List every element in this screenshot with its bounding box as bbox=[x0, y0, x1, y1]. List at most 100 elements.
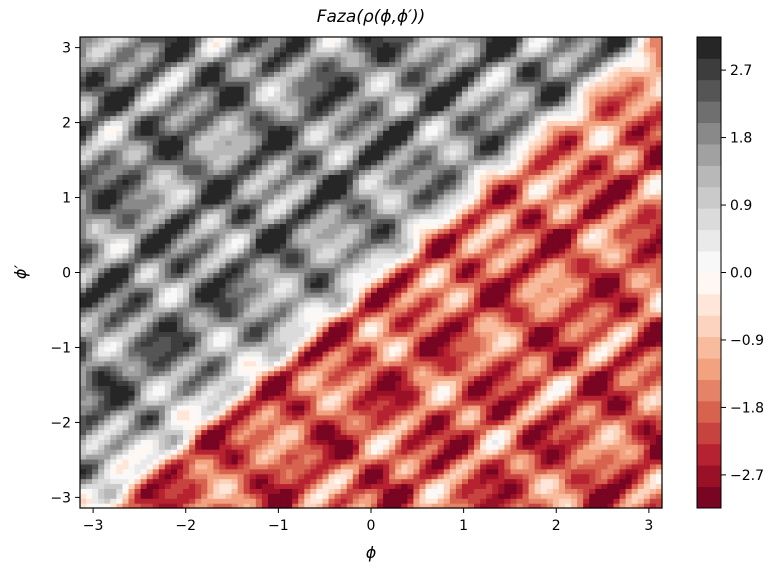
heatmap-cell bbox=[322, 169, 330, 175]
heatmap-cell bbox=[292, 41, 299, 48]
heatmap-cell bbox=[146, 424, 154, 431]
heatmap-cell bbox=[364, 346, 372, 352]
heatmap-cell bbox=[207, 144, 214, 151]
heatmap-cell bbox=[267, 385, 275, 391]
heatmap-cell bbox=[304, 110, 311, 117]
heatmap-cell bbox=[158, 56, 166, 63]
heatmap-cell bbox=[98, 37, 105, 43]
heatmap-cell bbox=[195, 311, 202, 318]
heatmap-cell bbox=[237, 144, 245, 151]
heatmap-cell bbox=[364, 409, 372, 416]
heatmap-cell bbox=[340, 41, 348, 48]
heatmap-cell bbox=[383, 46, 390, 53]
heatmap-cell bbox=[116, 360, 124, 367]
heatmap-cell bbox=[92, 493, 99, 499]
heatmap-cell bbox=[98, 218, 105, 225]
heatmap-cell bbox=[183, 375, 190, 382]
heatmap-cell bbox=[383, 159, 390, 166]
heatmap-cell bbox=[249, 159, 257, 166]
heatmap-cell bbox=[346, 243, 354, 249]
heatmap-cell bbox=[377, 360, 384, 367]
heatmap-cell bbox=[225, 76, 233, 82]
heatmap-cell bbox=[304, 390, 311, 396]
heatmap-cell bbox=[377, 380, 384, 386]
heatmap-cell bbox=[316, 61, 324, 68]
heatmap-cell bbox=[219, 458, 227, 465]
heatmap-cell bbox=[140, 66, 148, 72]
heatmap-cell bbox=[92, 444, 99, 450]
heatmap-cell bbox=[116, 179, 124, 185]
heatmap-cell bbox=[358, 198, 366, 205]
heatmap-cell bbox=[267, 277, 275, 283]
heatmap-cell bbox=[158, 351, 166, 357]
heatmap-cell bbox=[316, 424, 324, 431]
heatmap-cell bbox=[98, 86, 105, 92]
heatmap-cell bbox=[189, 238, 196, 244]
heatmap-cell bbox=[340, 292, 348, 298]
heatmap-cell bbox=[86, 233, 93, 239]
heatmap-cell bbox=[286, 297, 293, 303]
heatmap-cell bbox=[231, 449, 239, 455]
heatmap-cell bbox=[389, 135, 396, 141]
heatmap-cell bbox=[346, 46, 354, 53]
heatmap-cell bbox=[328, 478, 336, 485]
heatmap-cell bbox=[170, 272, 178, 279]
heatmap-cell bbox=[201, 86, 208, 92]
heatmap-cell bbox=[116, 390, 124, 396]
heatmap-cell bbox=[189, 198, 196, 205]
heatmap-cell bbox=[310, 189, 318, 195]
heatmap-cell bbox=[352, 174, 360, 180]
heatmap-cell bbox=[280, 503, 287, 509]
heatmap-cell bbox=[207, 478, 214, 485]
heatmap-cell bbox=[189, 144, 196, 151]
heatmap-cell bbox=[364, 86, 372, 92]
heatmap-cell bbox=[298, 503, 305, 509]
heatmap-cell bbox=[225, 125, 233, 131]
heatmap-cell bbox=[110, 203, 117, 210]
heatmap-cell bbox=[122, 331, 130, 337]
heatmap-cell bbox=[267, 424, 275, 431]
heatmap-cell bbox=[328, 390, 336, 396]
heatmap-cell bbox=[322, 488, 330, 494]
heatmap-cell bbox=[146, 144, 154, 151]
heatmap-cell bbox=[237, 61, 245, 68]
heatmap-cell bbox=[140, 297, 148, 303]
heatmap-cell bbox=[225, 360, 233, 367]
heatmap-cell bbox=[177, 414, 184, 421]
heatmap-cell bbox=[207, 169, 214, 175]
heatmap-cell bbox=[158, 409, 166, 416]
heatmap-cell bbox=[207, 140, 214, 146]
heatmap-cell bbox=[183, 154, 190, 161]
heatmap-cell bbox=[298, 130, 305, 136]
heatmap-cell bbox=[328, 144, 336, 151]
heatmap-cell bbox=[104, 458, 111, 465]
heatmap-cell bbox=[383, 434, 390, 440]
heatmap-cell bbox=[371, 365, 378, 372]
heatmap-cell bbox=[286, 184, 293, 190]
heatmap-cell bbox=[98, 395, 105, 401]
heatmap-cell bbox=[274, 409, 281, 416]
heatmap-cell bbox=[170, 144, 178, 151]
heatmap-cell bbox=[298, 267, 305, 274]
heatmap-cell bbox=[255, 144, 263, 151]
heatmap-cell bbox=[322, 444, 330, 450]
heatmap-cell bbox=[286, 439, 293, 445]
heatmap-cell bbox=[201, 355, 208, 362]
heatmap-cell bbox=[255, 203, 263, 210]
heatmap-cell bbox=[267, 95, 275, 102]
heatmap-cell bbox=[377, 228, 384, 234]
heatmap-cell bbox=[237, 262, 245, 269]
heatmap-cell bbox=[328, 252, 336, 259]
heatmap-cell bbox=[328, 395, 336, 401]
heatmap-cell bbox=[292, 434, 299, 440]
heatmap-cell bbox=[146, 71, 154, 77]
heatmap-cell bbox=[237, 277, 245, 283]
heatmap-cell bbox=[225, 257, 233, 264]
heatmap-cell bbox=[219, 149, 227, 156]
heatmap-cell bbox=[261, 292, 269, 298]
heatmap-cell bbox=[98, 292, 105, 298]
heatmap-cell bbox=[280, 208, 287, 215]
heatmap-cell bbox=[261, 375, 269, 382]
heatmap-cell bbox=[292, 419, 299, 426]
heatmap-cell bbox=[304, 341, 311, 347]
